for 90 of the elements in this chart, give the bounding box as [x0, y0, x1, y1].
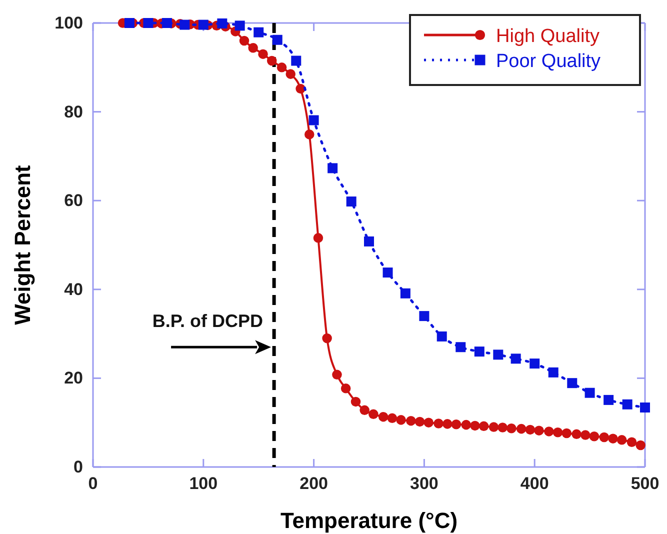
point	[143, 18, 154, 28]
point	[456, 342, 466, 352]
x-tick-label: 0	[88, 474, 98, 494]
point	[589, 431, 600, 442]
point	[604, 394, 614, 405]
point	[580, 430, 590, 440]
point	[584, 388, 595, 398]
point	[599, 432, 610, 442]
point	[488, 422, 499, 432]
point	[424, 418, 434, 428]
x-tick-label: 200	[300, 474, 328, 494]
point	[442, 419, 452, 429]
y-tick-label: 40	[64, 280, 83, 299]
point	[534, 426, 544, 436]
point	[340, 384, 351, 394]
point	[291, 56, 302, 66]
point	[622, 399, 632, 410]
point	[258, 49, 268, 59]
point	[478, 421, 489, 432]
point	[510, 354, 521, 364]
point	[332, 370, 342, 380]
point	[530, 358, 540, 369]
point	[451, 420, 462, 430]
point	[198, 20, 208, 30]
point	[162, 18, 172, 28]
point	[350, 396, 361, 407]
point	[322, 333, 332, 344]
x-tick-label: 500	[630, 474, 660, 494]
point	[562, 428, 572, 438]
point	[572, 429, 582, 440]
y-tick-label: 20	[64, 368, 83, 388]
point	[548, 367, 558, 378]
x-tick-label: 300	[410, 474, 438, 494]
point	[248, 42, 258, 53]
point	[608, 434, 618, 444]
legend-label: High Quality	[496, 26, 600, 47]
y-tick-label: 60	[64, 191, 83, 210]
point	[304, 130, 314, 140]
point	[474, 346, 484, 357]
point	[498, 422, 508, 432]
x-tick-label: 400	[520, 474, 549, 494]
point	[180, 20, 190, 30]
point	[234, 20, 245, 31]
point	[544, 426, 554, 436]
x-axis-title: Temperature (°C)	[280, 508, 458, 533]
point	[328, 163, 338, 174]
y-axis-title: Weight Percent	[10, 164, 35, 325]
point	[360, 405, 370, 416]
point	[406, 416, 416, 426]
point	[272, 34, 282, 45]
point	[493, 350, 504, 360]
point	[419, 311, 430, 322]
point	[396, 415, 406, 425]
point	[387, 413, 398, 424]
point	[239, 36, 250, 46]
point	[640, 402, 650, 413]
x-tick-label: 100	[189, 474, 218, 494]
annotation: B.P. of DCPD	[152, 311, 264, 332]
point	[470, 420, 480, 431]
point	[436, 331, 447, 342]
point	[346, 196, 356, 206]
point	[296, 84, 306, 94]
point	[567, 378, 578, 388]
point	[434, 418, 444, 428]
point	[414, 416, 425, 427]
point	[516, 424, 526, 434]
point	[382, 268, 393, 278]
point	[286, 69, 296, 79]
y-tick-label: 80	[64, 102, 83, 122]
point	[364, 236, 374, 246]
point	[626, 437, 637, 448]
point	[254, 27, 264, 38]
point	[525, 424, 536, 435]
point	[368, 409, 378, 420]
legend-label: Poor Quality	[496, 51, 602, 72]
point	[217, 18, 228, 28]
point	[124, 18, 134, 28]
point	[506, 423, 516, 434]
point	[378, 412, 388, 422]
y-tick-label: 0	[74, 457, 83, 476]
y-tick-label: 100	[54, 13, 83, 32]
point	[266, 56, 277, 66]
point	[276, 62, 287, 72]
point	[616, 435, 627, 445]
point	[308, 115, 319, 126]
point	[636, 440, 646, 450]
point	[552, 427, 563, 438]
point	[313, 233, 324, 243]
point	[461, 420, 472, 430]
point	[400, 288, 410, 298]
